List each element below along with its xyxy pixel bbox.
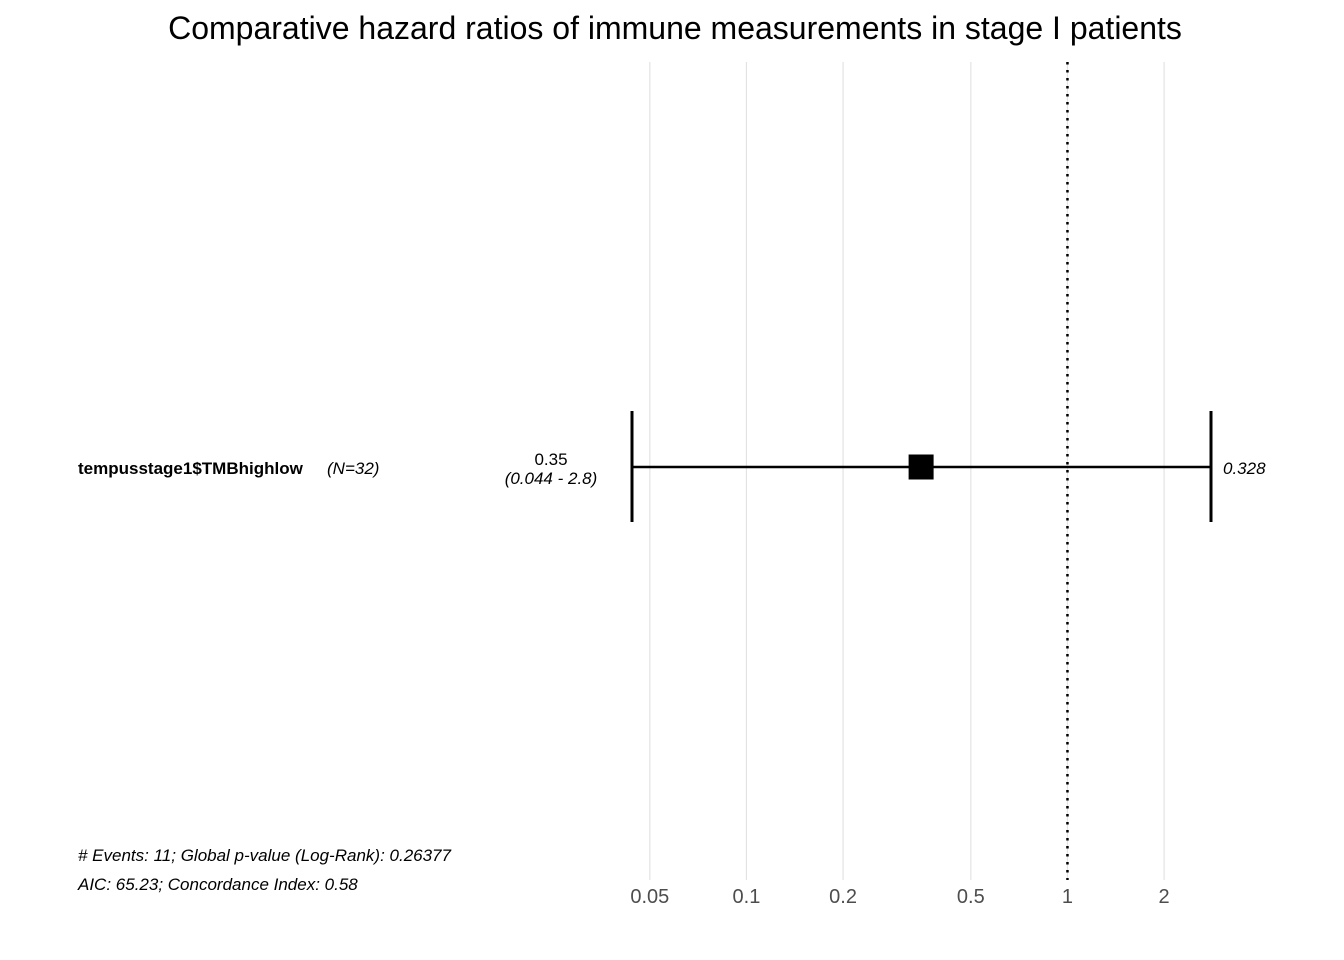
p-value-label: 0.328	[1223, 459, 1266, 478]
footer-line-2: AIC: 65.23; Concordance Index: 0.58	[77, 875, 358, 894]
x-axis-ticks: 0.05 0.1 0.2 0.5 1 2	[630, 886, 1169, 908]
x-tick-label-2: 0.2	[829, 886, 857, 908]
x-tick-label-0: 0.05	[630, 886, 669, 908]
variable-label: tempusstage1$TMBhighlow	[78, 459, 304, 478]
x-tick-label-1: 0.1	[733, 886, 761, 908]
hr-point	[908, 454, 934, 480]
hr-estimate-label: 0.35	[534, 450, 567, 469]
footer-line-1: # Events: 11; Global p-value (Log-Rank):…	[78, 846, 452, 865]
forest-rows: tempusstage1$TMBhighlow (N=32) 0.35 (0.0…	[78, 411, 1266, 522]
ci-label: (0.044 - 2.8)	[505, 469, 598, 488]
x-tick-label-3: 0.5	[957, 886, 985, 908]
chart-title: Comparative hazard ratios of immune meas…	[168, 10, 1182, 46]
n-label: (N=32)	[327, 459, 379, 478]
gridlines	[649, 62, 1165, 880]
x-tick-label-5: 2	[1159, 886, 1170, 908]
x-tick-label-4: 1	[1062, 886, 1073, 908]
